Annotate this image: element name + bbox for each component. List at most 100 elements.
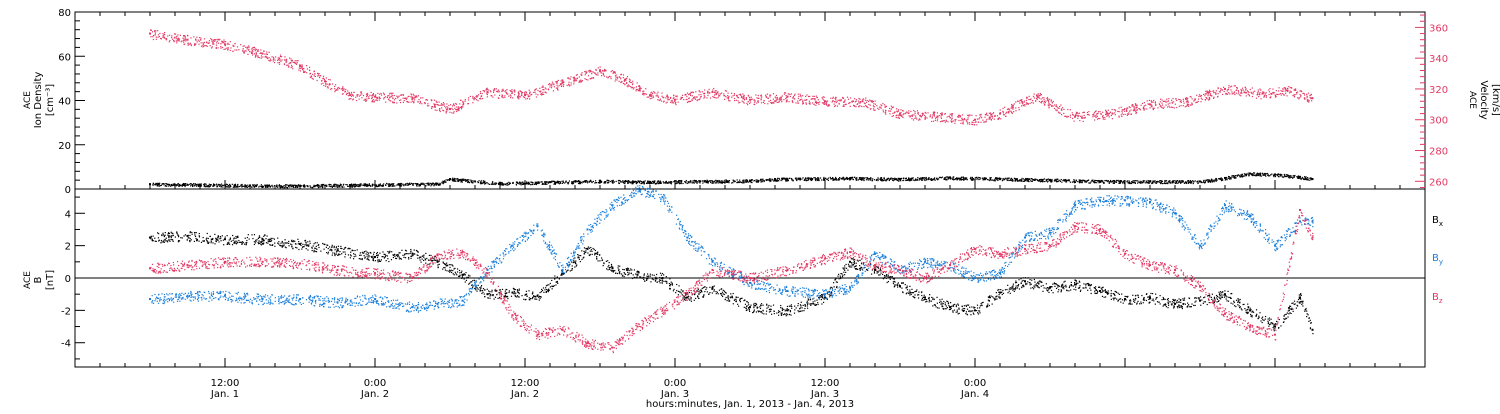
velocity-sample-20-79 <box>825 103 826 104</box>
velocity-sample-16-72 <box>697 96 698 97</box>
velocity-sample-13-47 <box>613 73 614 74</box>
density-sample-3-114 <box>337 186 338 187</box>
velocity-sample-28-27 <box>1108 110 1109 111</box>
density-sample-17-93 <box>924 180 925 181</box>
velocity-sample-20-72 <box>839 100 840 101</box>
velocity-sample-34-13 <box>1300 96 1301 97</box>
velocity-sample-21-44 <box>873 101 874 102</box>
velocity-sample-18-47 <box>777 102 778 103</box>
velocity-sample-27-64 <box>1038 93 1039 94</box>
velocity-sample-5-0 <box>332 83 333 84</box>
velocity-sample-28-11 <box>1097 116 1098 117</box>
velocity-sample-17-45 <box>725 96 726 97</box>
density-sample-3-117 <box>330 186 331 187</box>
density-sample-16-76 <box>851 178 852 179</box>
velocity-sample-3-60 <box>287 65 288 66</box>
density-sample-5-77 <box>402 184 403 185</box>
density-sample-4-104 <box>356 184 357 185</box>
velocity-sample-31-76 <box>1193 100 1194 101</box>
velocity-sample-31-78 <box>1215 93 1216 94</box>
density-sample-3-104 <box>325 185 326 186</box>
velocity-sample-16-37 <box>699 98 700 99</box>
velocity-sample-14-38 <box>635 90 636 91</box>
density-sample-15-99 <box>834 179 835 180</box>
velocity-sample-0-83 <box>187 35 188 36</box>
velocity-sample-3-10 <box>266 51 267 52</box>
density-sample-5-61 <box>423 184 424 185</box>
velocity-sample-15-1 <box>667 102 668 103</box>
density-sample-11-100 <box>688 181 689 182</box>
velocity-sample-27-82 <box>1072 112 1073 113</box>
velocity-sample-18-57 <box>764 103 765 104</box>
velocity-sample-29-4 <box>1127 115 1128 116</box>
velocity-sample-28-51 <box>1082 117 1083 118</box>
density-sample-12-0 <box>739 180 740 181</box>
velocity-sample-3-47 <box>286 62 287 63</box>
velocity-sample-19-80 <box>798 98 799 99</box>
velocity-sample-1-48 <box>201 42 202 43</box>
velocity-sample-8-42 <box>445 111 446 112</box>
velocity-sample-29-3 <box>1130 109 1131 110</box>
velocity-sample-32-8 <box>1259 88 1260 89</box>
density-sample-1-78 <box>218 184 219 185</box>
velocity-sample-0-26 <box>175 33 176 34</box>
velocity-sample-19-60 <box>812 96 813 97</box>
density-sample-15-110 <box>804 180 805 181</box>
velocity-sample-31-66 <box>1219 91 1220 92</box>
density-sample-8-104 <box>500 184 501 185</box>
density-sample-18-115 <box>965 178 966 179</box>
velocity-sample-33-53 <box>1271 94 1272 95</box>
velocity-sample-0-62 <box>157 30 158 31</box>
velocity-sample-30-30 <box>1161 99 1162 100</box>
density-sample-8-55 <box>500 182 501 183</box>
density-sample-2-80 <box>271 185 272 186</box>
velocity-sample-21-23 <box>867 100 868 101</box>
velocity-sample-9-32 <box>476 99 477 100</box>
velocity-sample-25-18 <box>1003 112 1004 113</box>
density-sample-4-96 <box>354 185 355 186</box>
velocity-sample-7-77 <box>392 95 393 96</box>
velocity-sample-14-25 <box>639 89 640 90</box>
density-sample-11-118 <box>660 181 661 182</box>
density-sample-7-104 <box>483 182 484 183</box>
density-sample-11-106 <box>651 183 652 184</box>
velocity-sample-4-50 <box>310 73 311 74</box>
density-sample-4-97 <box>367 184 368 185</box>
velocity-sample-11-3 <box>561 86 562 87</box>
velocity-sample-0-42 <box>153 35 154 36</box>
velocity-sample-19-70 <box>797 102 798 103</box>
velocity-sample-16-58 <box>680 99 681 100</box>
velocity-sample-3-62 <box>291 65 292 66</box>
velocity-sample-7-47 <box>410 93 411 94</box>
density-sample-3-60 <box>329 186 330 187</box>
velocity-sample-14-41 <box>639 86 640 87</box>
velocity-sample-18-62 <box>755 94 756 95</box>
density-sample-2-118 <box>276 186 277 187</box>
velocity-sample-25-26 <box>1005 113 1006 114</box>
velocity-sample-19-37 <box>818 99 819 100</box>
density-sample-18-56 <box>988 179 989 180</box>
density-sample-18-62 <box>982 179 983 180</box>
density-sample-6-25 <box>447 179 448 180</box>
velocity-sample-31-29 <box>1222 89 1223 90</box>
density-sample-11-48 <box>692 180 693 181</box>
density-sample-7-113 <box>480 183 481 184</box>
velocity-sample-23-5 <box>969 114 970 115</box>
velocity-sample-22-54 <box>935 120 936 121</box>
velocity-sample-27-68 <box>1066 116 1067 117</box>
density-sample-0-16 <box>182 186 183 187</box>
density-sample-0-63 <box>190 183 191 184</box>
velocity-sample-16-32 <box>712 89 713 90</box>
velocity-sample-26-39 <box>1017 101 1018 102</box>
velocity-sample-8-49 <box>446 103 447 104</box>
density-sample-10-90 <box>605 182 606 183</box>
velocity-sample-32-81 <box>1233 92 1234 93</box>
velocity-sample-25-22 <box>1005 116 1006 117</box>
velocity-sample-32-38 <box>1252 93 1253 94</box>
density-sample-0-28 <box>166 186 167 187</box>
velocity-sample-21-60 <box>864 103 865 104</box>
velocity-sample-23-20 <box>945 122 946 123</box>
density-sample-18-81 <box>978 177 979 178</box>
velocity-sample-27-27 <box>1070 117 1071 118</box>
velocity-sample-10-44 <box>501 94 502 95</box>
